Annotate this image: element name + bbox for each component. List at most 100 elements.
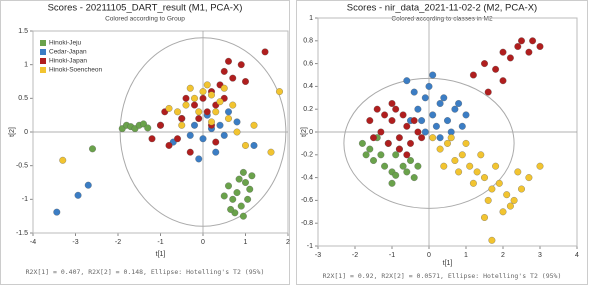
y-tick-label: -0.6 xyxy=(301,197,313,204)
score-point xyxy=(276,88,283,96)
legend-box xyxy=(37,37,113,76)
score-point xyxy=(242,179,249,186)
score-point xyxy=(53,208,61,216)
score-point xyxy=(165,104,173,112)
x-axis-label: t[1] xyxy=(156,251,166,258)
x-axis-label: t[1] xyxy=(443,260,453,267)
x-tick-label: 2 xyxy=(501,252,505,259)
score-point xyxy=(384,139,392,147)
score-point xyxy=(499,77,507,85)
score-point xyxy=(481,174,488,182)
score-point xyxy=(237,61,245,69)
chart-title: Scores - 20211105_DART_result (M1, PCA-X… xyxy=(48,3,243,14)
score-point xyxy=(199,88,207,96)
score-point xyxy=(212,148,220,156)
score-point xyxy=(514,43,522,50)
legend-label: Hinoki-Soencheon xyxy=(49,67,103,74)
score-point xyxy=(388,117,396,125)
score-point xyxy=(208,118,215,126)
score-point xyxy=(140,120,147,128)
score-point xyxy=(455,168,463,176)
score-point xyxy=(84,181,92,189)
score-point xyxy=(242,78,249,85)
x-tick-label: -3 xyxy=(315,252,321,259)
score-point xyxy=(469,71,477,79)
legend-label: Hinoki-Jeju xyxy=(49,40,82,47)
score-point xyxy=(425,82,433,90)
chart-subtitle: Colored according to Group xyxy=(105,16,185,23)
score-point xyxy=(148,135,156,143)
score-point xyxy=(392,171,400,179)
x-tick-label: 2 xyxy=(286,239,290,246)
score-point xyxy=(239,168,247,176)
score-point xyxy=(388,100,396,107)
x-tick-label: -3 xyxy=(72,239,78,246)
score-point xyxy=(229,101,237,109)
score-point xyxy=(395,145,403,153)
legend-swatch xyxy=(40,67,46,73)
y-tick-label: -0.4 xyxy=(301,174,313,181)
x-tick-label: 1 xyxy=(464,252,468,259)
score-point xyxy=(199,94,207,102)
panel-frame xyxy=(296,0,588,285)
score-point xyxy=(410,117,418,125)
score-point xyxy=(89,145,96,153)
score-point xyxy=(421,94,429,102)
hotelling-ellipse xyxy=(343,77,515,209)
score-point xyxy=(195,155,203,163)
score-point xyxy=(388,179,396,187)
score-point xyxy=(403,168,411,176)
legend-swatch xyxy=(40,40,46,46)
score-point xyxy=(421,128,429,136)
x-tick-label: -2 xyxy=(115,239,121,246)
score-point xyxy=(377,128,385,136)
score-point xyxy=(191,101,198,109)
score-point xyxy=(233,128,241,136)
x-tick-label: 3 xyxy=(538,252,542,259)
score-point xyxy=(157,121,164,129)
score-point xyxy=(429,71,437,79)
legend-label: Hinoki-Japan xyxy=(49,58,87,65)
score-point xyxy=(407,139,414,147)
score-point xyxy=(499,208,507,216)
score-point xyxy=(212,138,220,146)
score-point xyxy=(403,122,411,130)
score-point xyxy=(178,121,186,129)
score-point xyxy=(447,134,455,142)
score-point xyxy=(410,88,418,96)
score-point xyxy=(518,37,525,45)
score-point xyxy=(235,175,243,183)
score-point xyxy=(144,124,152,132)
x-tick-label: -1 xyxy=(157,239,163,246)
score-point xyxy=(237,202,245,210)
score-point xyxy=(191,121,198,129)
score-point xyxy=(229,74,237,82)
score-point xyxy=(203,108,211,116)
score-point xyxy=(233,118,241,126)
y-tick-label: -0.8 xyxy=(301,220,313,227)
score-point xyxy=(436,134,444,142)
score-point xyxy=(186,131,194,139)
score-point xyxy=(444,117,451,125)
chart-title: Scores - nir_data_2021-11-02-2 (M2, PCA-… xyxy=(347,3,537,14)
score-point xyxy=(242,142,249,149)
score-point xyxy=(59,156,67,164)
score-point xyxy=(370,157,377,164)
score-point xyxy=(484,88,492,96)
score-point xyxy=(403,151,411,159)
score-point xyxy=(229,195,237,203)
legend-swatch xyxy=(40,58,46,64)
x-tick-label: -2 xyxy=(352,252,358,259)
y-axis-label: t[2] xyxy=(301,127,308,137)
score-point xyxy=(462,139,470,147)
y-tick-label: -0.2 xyxy=(301,152,313,159)
score-point xyxy=(506,202,514,210)
score-point xyxy=(514,168,522,176)
legend-swatch xyxy=(40,49,46,55)
score-point xyxy=(182,101,190,109)
score-point xyxy=(462,111,470,119)
score-point xyxy=(455,100,463,107)
score-point xyxy=(451,157,459,164)
score-point xyxy=(250,121,258,129)
